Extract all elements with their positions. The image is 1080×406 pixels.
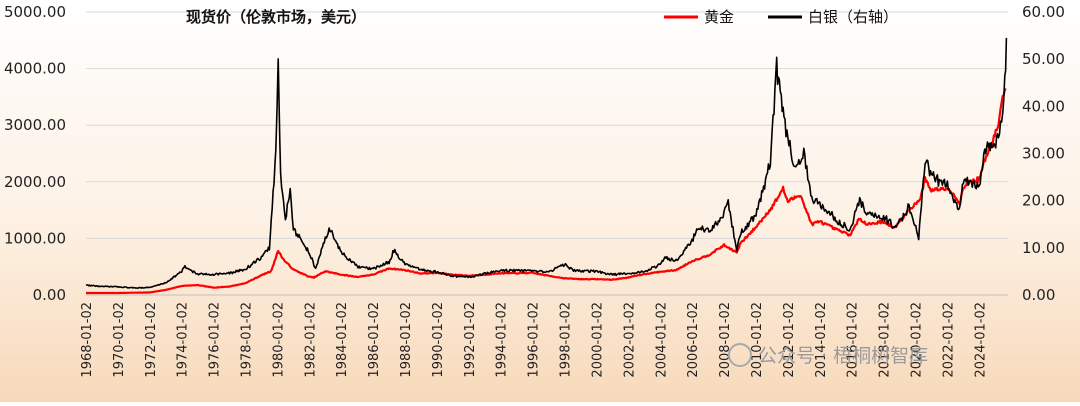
left-axis-tick-label: 3000.00 <box>4 116 66 134</box>
x-axis-tick-label: 2024-01-02 <box>973 302 988 378</box>
left-axis-tick-labels: 0.00 1000.00 2000.00 3000.00 4000.00 5000.00 <box>4 3 66 304</box>
wechat-icon <box>728 343 752 367</box>
x-axis-tick-label: 1998-01-02 <box>559 302 574 378</box>
left-axis-tick-label: 1000.00 <box>4 229 66 247</box>
x-axis-tick-label: 1996-01-02 <box>527 302 542 378</box>
right-axis-tick-label: 0.00 <box>1022 286 1055 304</box>
legend-label-gold: 黄金 <box>704 8 734 26</box>
right-axis-tick-labels: 0.00 10.00 20.00 30.00 40.00 50.00 60.00 <box>1022 3 1065 304</box>
watermark-text: 公众号 · 梧桐树智库 <box>758 345 928 367</box>
x-axis-tick-label: 2018-01-02 <box>878 302 893 378</box>
left-axis-tick-label: 0.00 <box>33 286 66 304</box>
x-axis-tick-label: 1980-01-02 <box>271 302 286 378</box>
x-axis-tick-label: 2012-01-02 <box>782 302 797 378</box>
x-axis-tick-label: 1976-01-02 <box>208 302 223 378</box>
gold-series-line <box>85 88 1007 295</box>
left-axis-tick-label: 5000.00 <box>4 3 66 21</box>
x-axis-tick-label: 2022-01-02 <box>941 302 956 378</box>
silver-series-line <box>85 37 1008 289</box>
x-axis-tick-label: 2000-01-02 <box>590 302 605 378</box>
x-axis-tick-label: 1972-01-02 <box>144 302 159 378</box>
x-axis-tick-label: 1984-01-02 <box>335 302 350 378</box>
watermark: 公众号 · 梧桐树智库 <box>728 343 928 367</box>
x-axis-tick-label: 1992-01-02 <box>463 302 478 378</box>
x-axis-tick-label: 2004-01-02 <box>654 302 669 378</box>
x-axis-tick-label: 2016-01-02 <box>846 302 861 378</box>
x-axis-tick-label: 1970-01-02 <box>112 302 127 378</box>
x-axis-tick-label: 1994-01-02 <box>495 302 510 378</box>
right-axis-tick-label: 60.00 <box>1022 3 1065 21</box>
legend-label-silver: 白银（右轴） <box>808 8 898 26</box>
x-axis-tick-label: 2020-01-02 <box>909 302 924 378</box>
x-axis-tick-label: 1986-01-02 <box>367 302 382 378</box>
x-axis-tick-label: 2002-01-02 <box>622 302 637 378</box>
right-axis-tick-label: 10.00 <box>1022 239 1065 257</box>
x-axis-tick-labels: 1968-01-02 1970-01-02 1972-01-02 1974-01-02… <box>80 302 988 378</box>
chart-title: 现货价（伦敦市场，美元） <box>186 8 366 26</box>
left-axis-tick-label: 2000.00 <box>4 173 66 191</box>
x-axis-tick-label: 1988-01-02 <box>399 302 414 378</box>
x-axis-tick-label: 1990-01-02 <box>431 302 446 378</box>
right-axis-tick-label: 20.00 <box>1022 192 1065 210</box>
x-axis-tick-label: 2010-01-02 <box>750 302 765 378</box>
right-axis-tick-label: 50.00 <box>1022 50 1065 68</box>
series-lines <box>85 37 1008 295</box>
right-axis-tick-label: 40.00 <box>1022 97 1065 115</box>
x-axis-tick-label: 2006-01-02 <box>686 302 701 378</box>
x-axis-tick-label: 1974-01-02 <box>176 302 191 378</box>
x-axis-tick-label: 1982-01-02 <box>303 302 318 378</box>
x-axis-tick-label: 2008-01-02 <box>718 302 733 378</box>
grid-lines <box>86 11 1008 296</box>
right-axis-tick-label: 30.00 <box>1022 145 1065 163</box>
x-axis-tick-label: 1978-01-02 <box>240 302 255 378</box>
legend: 黄金 白银（右轴） <box>664 8 898 26</box>
x-axis-tick-label: 1968-01-02 <box>80 302 95 378</box>
left-axis-tick-label: 4000.00 <box>4 60 66 78</box>
x-axis-tick-label: 2014-01-02 <box>814 302 829 378</box>
